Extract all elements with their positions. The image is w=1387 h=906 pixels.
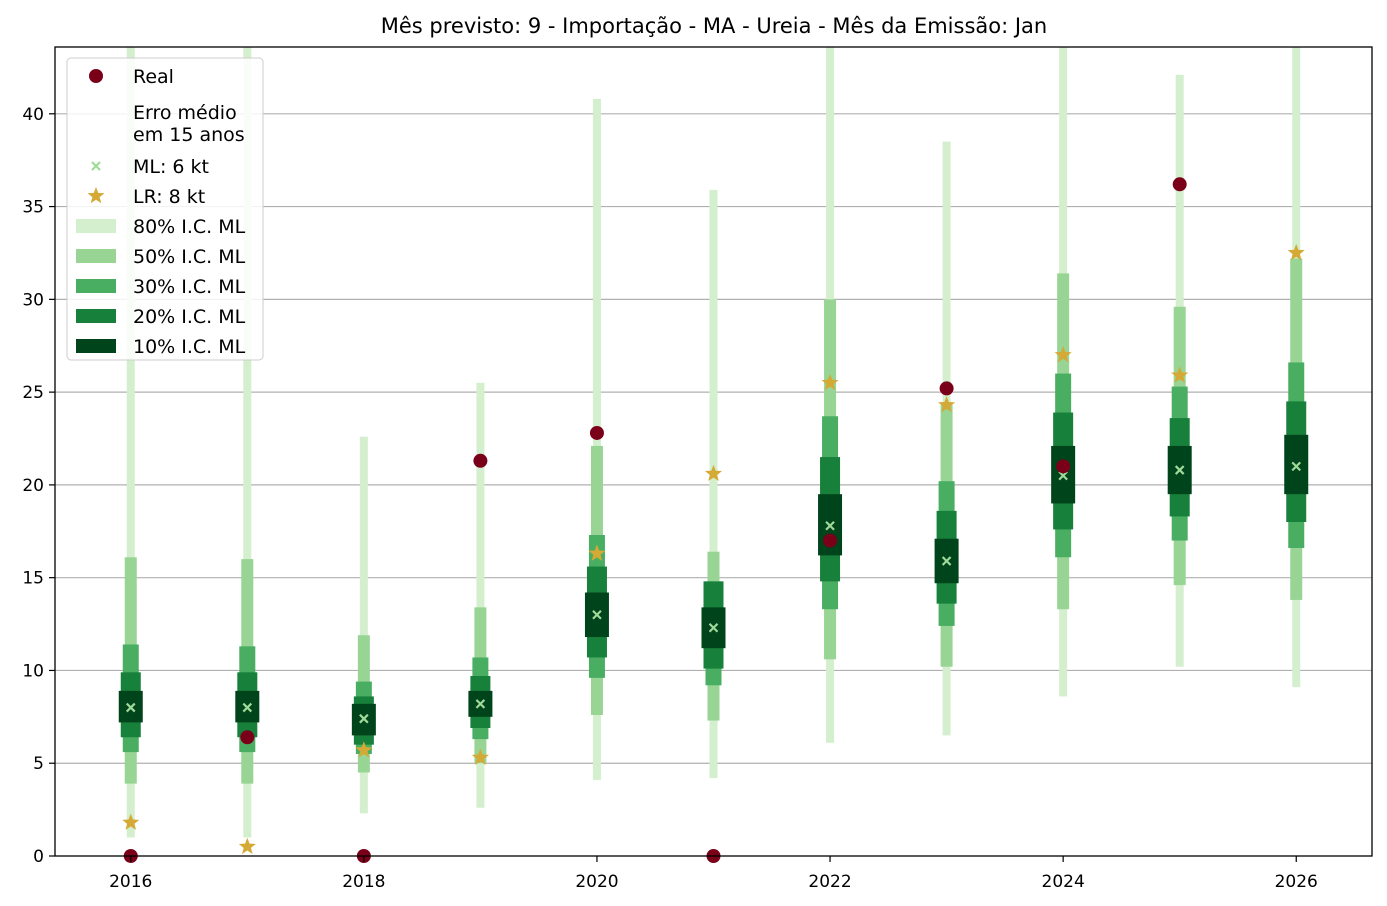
ic80-bar-2016: [126, 47, 135, 838]
ic80-bar-2018: [359, 436, 368, 814]
ic80-bar-2019: [476, 382, 485, 808]
x-tick-label: 2026: [1275, 872, 1318, 892]
lr-point-2018: [355, 741, 373, 758]
legend-label-ic30: 30% I.C. ML: [133, 276, 246, 298]
real-point-2024: [1056, 459, 1071, 474]
lr-point-2016: [122, 813, 140, 830]
real-point-2020: [589, 425, 604, 440]
x-tick-label: 2022: [808, 872, 851, 892]
real-point-2019: [473, 453, 488, 468]
lr-point-2025: [1171, 366, 1189, 383]
y-tick-label: 0: [33, 847, 44, 867]
y-tick-label: 20: [22, 476, 44, 496]
lr-point-2017: [238, 837, 256, 854]
legend-label-real: Real: [133, 66, 174, 88]
y-tick-label: 15: [22, 569, 44, 589]
lr-point-2019: [471, 748, 489, 765]
ic10-bar-2026: [1284, 434, 1309, 495]
real-point-2023: [939, 381, 954, 396]
x-axis-ticks: 2016 2018 2020 2022 2024 2026: [109, 856, 1318, 892]
ic80-bar-2017: [243, 47, 252, 838]
ml-point-2017: [242, 702, 253, 713]
legend-marker-ml: [91, 161, 101, 171]
legend-label-lr: LR: 8 kt: [133, 186, 205, 208]
x-tick-label: 2018: [342, 872, 385, 892]
lr-point-2021: [704, 464, 723, 482]
legend-marker-real: [89, 69, 103, 83]
lr-point-2023: [938, 396, 956, 413]
legend-patch-ic10: [76, 339, 116, 353]
lr-point-2022: [821, 373, 839, 391]
legend-label-erro: em 15 anos: [133, 124, 245, 146]
legend-patch-ic20: [76, 309, 116, 323]
legend-label-ic50: 50% I.C. ML: [133, 246, 246, 268]
legend-label-ic20: 20% I.C. ML: [133, 306, 246, 328]
chart-title: Mês previsto: 9 - Importação - MA - Urei…: [381, 14, 1047, 38]
ml-point-2024: [1058, 470, 1068, 481]
ml-point-2026: [1291, 461, 1302, 472]
y-tick-label: 5: [33, 754, 44, 774]
plot-frame: [54, 46, 1373, 857]
real-point-2025: [1172, 177, 1187, 192]
real-point-2022: [823, 533, 838, 548]
ic80-bar-2021: [709, 189, 718, 779]
interval-bars: [118, 47, 1309, 838]
legend-label-ic10: 10% I.C. ML: [133, 336, 246, 358]
ml-point-2022: [825, 520, 835, 531]
x-tick-label: 2016: [109, 872, 152, 892]
y-tick-label: 25: [22, 383, 44, 403]
legend-patch-ic80: [76, 219, 116, 233]
y-axis-ticks: 0 5 10 15 20 25 30 35 40: [22, 105, 55, 867]
y-tick-label: 35: [22, 198, 44, 218]
legend-patch-ic30: [76, 279, 116, 293]
lr-point-2026: [1287, 243, 1305, 261]
ml-point-2018: [359, 713, 369, 724]
legend-label-ic80: 80% I.C. ML: [133, 216, 246, 238]
real-point-2017: [240, 730, 255, 745]
lr-point-2020: [588, 544, 606, 561]
ml-point-2023: [941, 556, 952, 566]
y-tick-label: 10: [22, 661, 44, 681]
ml-point-2025: [1174, 465, 1185, 475]
x-tick-label: 2024: [1042, 872, 1085, 892]
ml-point-2019: [475, 699, 486, 709]
legend-label-erro: Erro médio: [133, 102, 237, 124]
ml-point-2020: [592, 610, 602, 620]
ml-point-2021: [708, 622, 719, 633]
x-tick-label: 2020: [575, 872, 618, 892]
lr-point-2024: [1054, 346, 1072, 363]
y-tick-label: 40: [22, 105, 44, 125]
markers: [122, 177, 1305, 863]
legend-patch-ic50: [76, 249, 116, 263]
legend-marker-lr: [87, 187, 105, 204]
ml-point-2016: [125, 702, 136, 713]
legend-label-ml: ML: 6 kt: [133, 156, 209, 178]
y-tick-label: 30: [22, 290, 44, 310]
